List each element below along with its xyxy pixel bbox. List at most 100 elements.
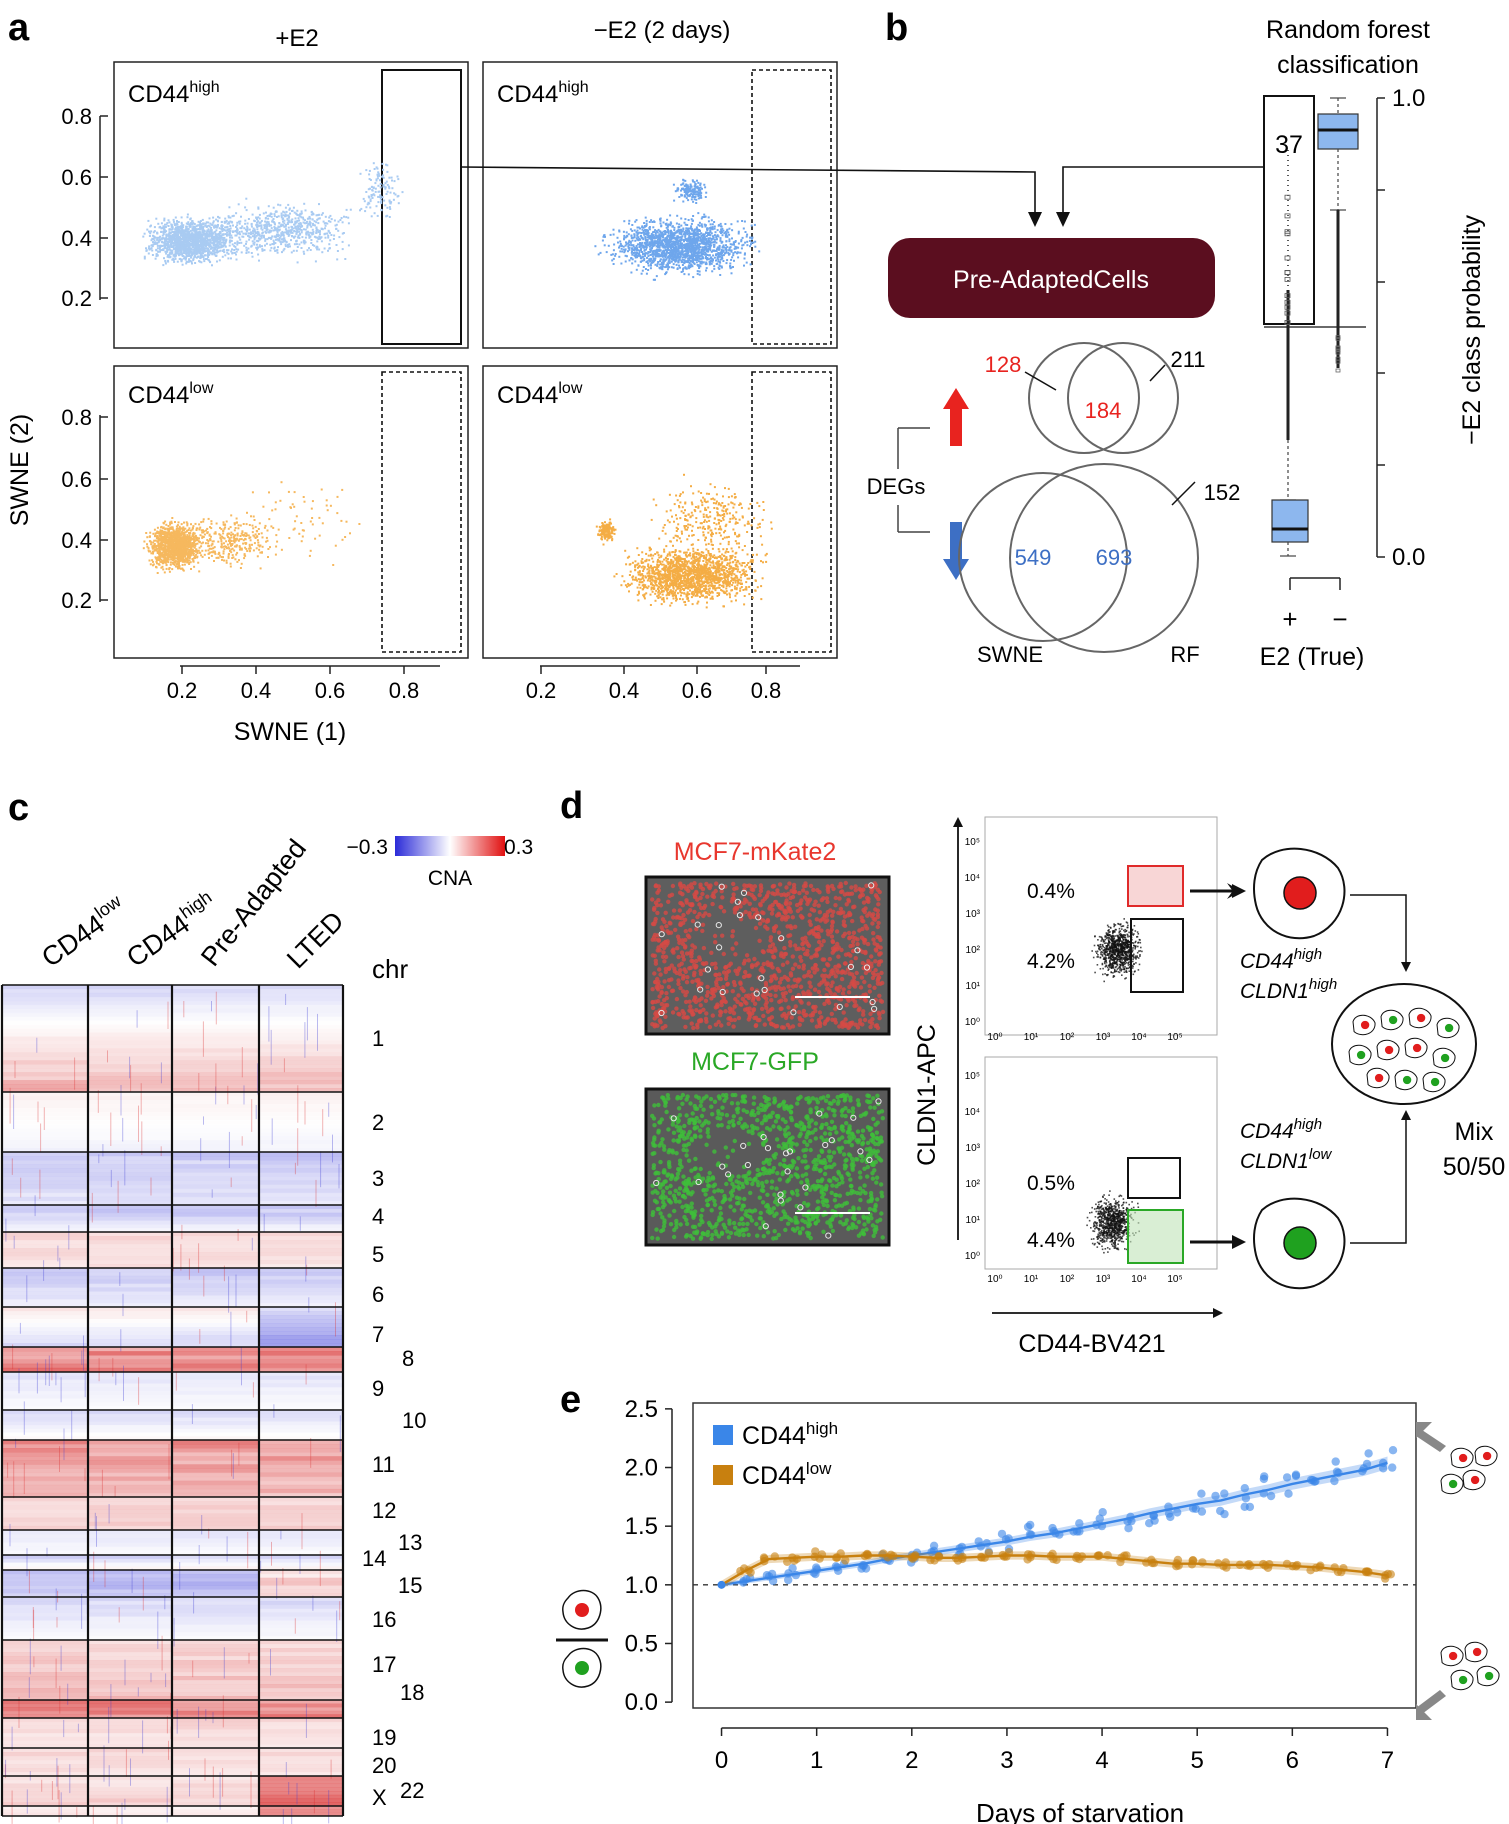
pop2-label-line1: CD44high [1240, 1116, 1322, 1143]
chromosome-label: 19 [372, 1725, 396, 1750]
degs-label: DEGs [867, 474, 926, 499]
data-point [1291, 1470, 1301, 1479]
chromosome-label: 9 [372, 1376, 384, 1401]
rf-xlabel: E2 (True) [1260, 643, 1365, 671]
chromosome-label: 5 [372, 1242, 384, 1267]
chr-title: chr [372, 954, 408, 984]
flow-y-tick: 10⁰ [965, 1017, 980, 1028]
legend-swatch-high [713, 1425, 733, 1445]
gate-box-dashed [751, 371, 832, 653]
data-point [934, 1552, 943, 1561]
flow-pct: 4.4% [1027, 1229, 1075, 1252]
chromosome-label: 1 [372, 1026, 384, 1051]
chromosome-label: 20 [372, 1753, 396, 1778]
data-point [1364, 1449, 1373, 1458]
y-tick: 0.8 [61, 405, 92, 430]
y-tick: 0.2 [61, 588, 92, 613]
panel-a-xlabel: SWNE (1) [234, 718, 347, 746]
flow-y-tick: 10³ [966, 1143, 981, 1154]
facet-label: CD44high [128, 79, 220, 108]
pre-adapted-cells-label: Pre-AdaptedCells [953, 266, 1149, 294]
boxplot-outliers [1284, 194, 1341, 373]
x-tick: 2 [905, 1747, 918, 1774]
data-point [1214, 1559, 1223, 1568]
mkate2-cells [650, 880, 886, 1031]
colorbar-max: 0.3 [504, 836, 533, 859]
legend-swatch-low [713, 1465, 733, 1485]
image-title-mkate2: MCF7-mKate2 [674, 838, 837, 866]
panel-d-label: d [560, 785, 583, 827]
gfp-cells [650, 1092, 885, 1242]
chromosome-label: 3 [372, 1166, 384, 1191]
gate-cldn1-high [1127, 1157, 1181, 1199]
rf-boxplot: 37 1.0 0.0 −E2 class probability [1260, 85, 1486, 671]
flow-x-tick: 10⁴ [1131, 1032, 1146, 1043]
series-line [721, 1461, 1388, 1586]
y-tick: 0.0 [625, 1689, 658, 1716]
data-point [1330, 1476, 1339, 1486]
data-point [788, 1564, 797, 1573]
data-point [1282, 1473, 1292, 1482]
chromosome-label: 13 [398, 1530, 422, 1555]
chromosome-label: 12 [372, 1498, 396, 1523]
flow-x-tick: 10¹ [1024, 1032, 1039, 1043]
chromosome-label: 7 [372, 1322, 384, 1347]
growth-chart: 0.0 0.5 1.0 1.5 2.0 2.5 0 1 2 3 4 5 6 7 [625, 1396, 1417, 1774]
venn-up-right [1067, 342, 1179, 454]
x-tick: 1 [810, 1747, 823, 1774]
flow-y-tick: 10² [966, 945, 981, 956]
set-label-swne: SWNE [977, 642, 1043, 667]
x-tick: 7 [1381, 1747, 1394, 1774]
facet-frame [113, 61, 469, 349]
ratio-icon [556, 1589, 608, 1688]
flow-y-tick: 10¹ [966, 981, 981, 992]
heatmap-col-label: CD44low [35, 890, 133, 973]
panel-b-label: b [885, 7, 908, 49]
y-tick: 0.6 [61, 165, 92, 190]
up-arrow [943, 388, 969, 446]
flow-x-tick: 10⁰ [987, 1032, 1002, 1043]
data-point [974, 1537, 983, 1546]
flow-y-tick: 10² [966, 1179, 981, 1190]
arrow-head [1056, 212, 1070, 227]
arrow-down-left [1416, 1704, 1432, 1720]
gate-cldn1-mid [1130, 918, 1184, 993]
nucleus-green [1283, 1226, 1317, 1260]
venn-up-left [1028, 342, 1140, 454]
y-tick: 0.4 [61, 226, 92, 251]
gate-box-dashed [751, 69, 832, 345]
data-point [1191, 1504, 1201, 1514]
flow-axis-ticks: 10⁰ 10¹ 10² 10³ 10⁴ 10⁵ 10⁰ 10¹ 10² 10³ 10⁴ 10⁵ 10⁰ 1… [965, 837, 1183, 1285]
mix-cells [1348, 1007, 1460, 1093]
x-tick: 4 [1095, 1747, 1108, 1774]
y-tick: 1.5 [625, 1513, 658, 1540]
gate-box-dashed [381, 371, 462, 653]
gate-cldn1-high [1127, 865, 1184, 907]
highlight-box-number: 37 [1275, 131, 1303, 159]
x-tick: 0.6 [682, 678, 713, 703]
x-tick: 5 [1191, 1747, 1204, 1774]
pop1-label-line1: CD44high [1240, 946, 1322, 973]
data-point [1173, 1508, 1182, 1517]
rf-title-line1: Random forest [1266, 16, 1430, 44]
chromosome-label: 14 [362, 1546, 386, 1571]
colorbar: −0.3 0.3 CNA [347, 836, 533, 890]
chart-xlabel: Days of starvation [976, 1798, 1184, 1824]
x-tick: 0.8 [751, 678, 782, 703]
arrow-head [1028, 212, 1042, 227]
data-point [1211, 1491, 1220, 1501]
flow-y-tick: 10⁴ [965, 873, 980, 884]
y-tick: 0.2 [61, 286, 92, 311]
facet-label: CD44low [128, 380, 214, 409]
right-tick: 0.0 [1392, 544, 1425, 571]
panel-a-ylabel: SWNE (2) [6, 414, 34, 527]
scatter-facets: CD44high CD44high CD44low CD44low [113, 61, 838, 659]
flow-y-tick: 10¹ [966, 1215, 981, 1226]
data-point [1150, 1516, 1159, 1525]
venn-up-center-count: 184 [1085, 398, 1122, 423]
data-point [1266, 1491, 1276, 1501]
venn-up-right-count: 211 [1170, 347, 1205, 372]
flow-pct: 4.2% [1027, 950, 1075, 973]
